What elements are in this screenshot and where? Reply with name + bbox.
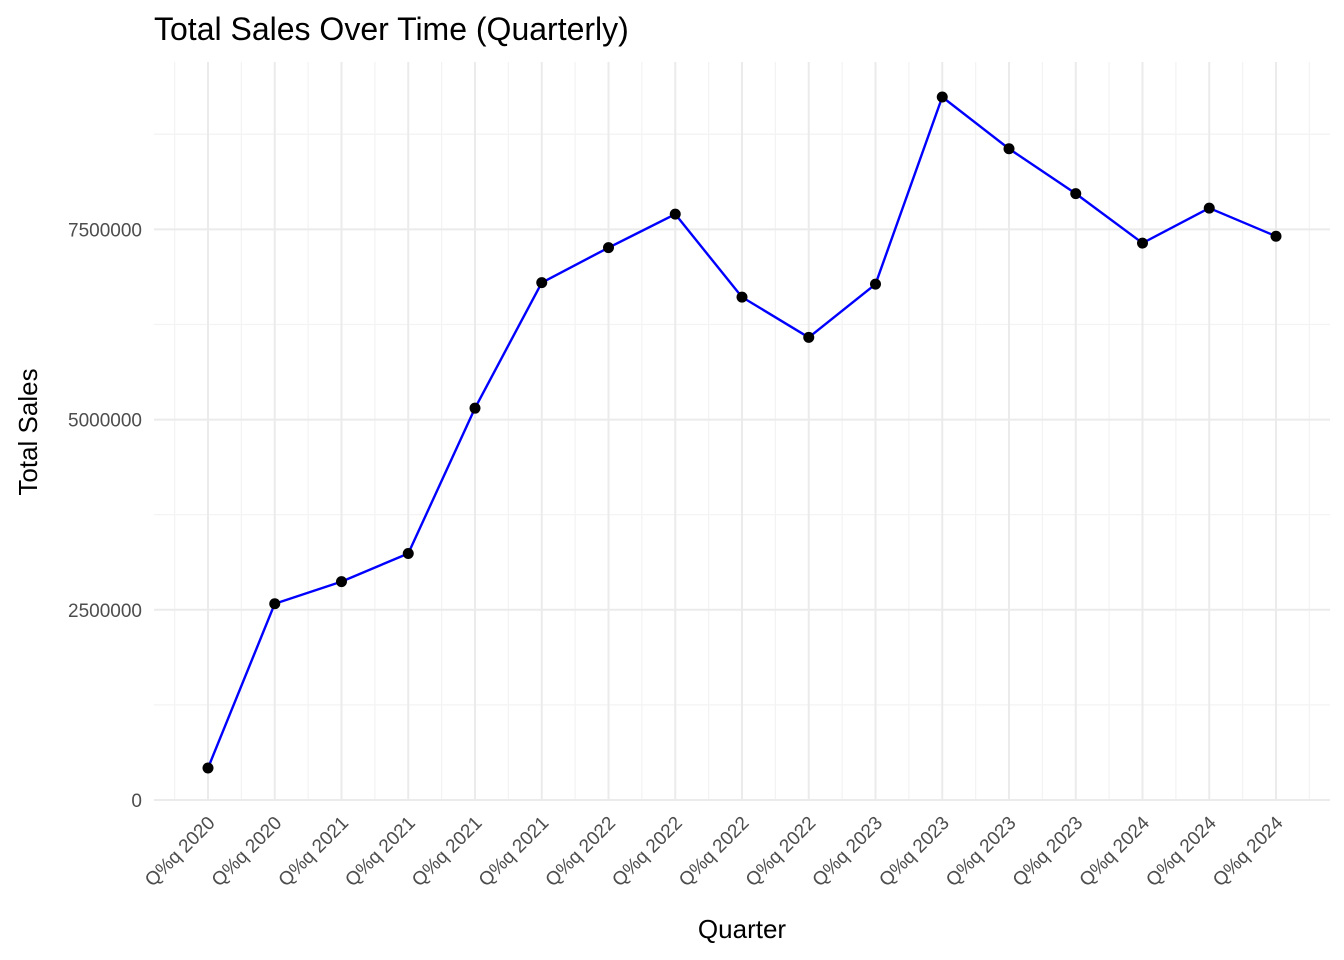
- data-point: [736, 291, 748, 303]
- data-point: [269, 598, 281, 610]
- x-tick-label: Q%q 2021: [341, 813, 419, 891]
- y-axis-title: Total Sales: [13, 368, 43, 495]
- x-axis-title: Quarter: [698, 914, 786, 944]
- x-tick-label: Q%q 2022: [608, 813, 686, 891]
- data-point: [1003, 143, 1015, 155]
- x-tick-label: Q%q 2021: [275, 813, 353, 891]
- x-tick-label: Q%q 2021: [475, 813, 553, 891]
- data-point: [469, 402, 481, 414]
- data-point: [803, 331, 815, 343]
- x-tick-label: Q%q 2021: [408, 813, 486, 891]
- y-tick-label: 5000000: [68, 411, 142, 432]
- x-tick-label: Q%q 2020: [208, 813, 286, 891]
- x-tick-label: Q%q 2023: [875, 813, 953, 891]
- data-point: [402, 547, 414, 559]
- data-point: [1270, 230, 1282, 242]
- data-point: [336, 576, 347, 588]
- data-point: [1203, 202, 1215, 214]
- sales-series: [202, 91, 1282, 774]
- x-tick-label: Q%q 2023: [809, 813, 887, 891]
- chart-title: Total Sales Over Time (Quarterly): [154, 11, 629, 47]
- y-tick-label: 0: [131, 791, 142, 812]
- x-tick-label: Q%q 2024: [1209, 812, 1288, 891]
- x-tick-label: Q%q 2020: [141, 813, 219, 891]
- x-tick-label: Q%q 2024: [1076, 812, 1155, 891]
- data-point: [1137, 237, 1148, 249]
- x-tick-label: Q%q 2024: [1142, 812, 1221, 891]
- y-tick-label: 7500000: [68, 220, 142, 241]
- data-point: [536, 277, 548, 289]
- x-tick-label: Q%q 2022: [742, 813, 820, 891]
- data-point: [669, 208, 681, 220]
- x-tick-label: Q%q 2022: [542, 813, 620, 891]
- x-tick-label: Q%q 2023: [1009, 813, 1087, 891]
- x-tick-label: Q%q 2022: [675, 813, 753, 891]
- data-point: [603, 242, 614, 254]
- x-tick-label: Q%q 2023: [942, 813, 1020, 891]
- data-point: [936, 91, 948, 103]
- y-tick-label: 2500000: [68, 601, 142, 622]
- data-point: [870, 278, 881, 290]
- y-axis-ticks: 0 2500000 5000000 7500000: [68, 220, 142, 812]
- data-point: [1070, 188, 1082, 200]
- data-point: [202, 762, 214, 774]
- grid-lines: [154, 62, 1330, 801]
